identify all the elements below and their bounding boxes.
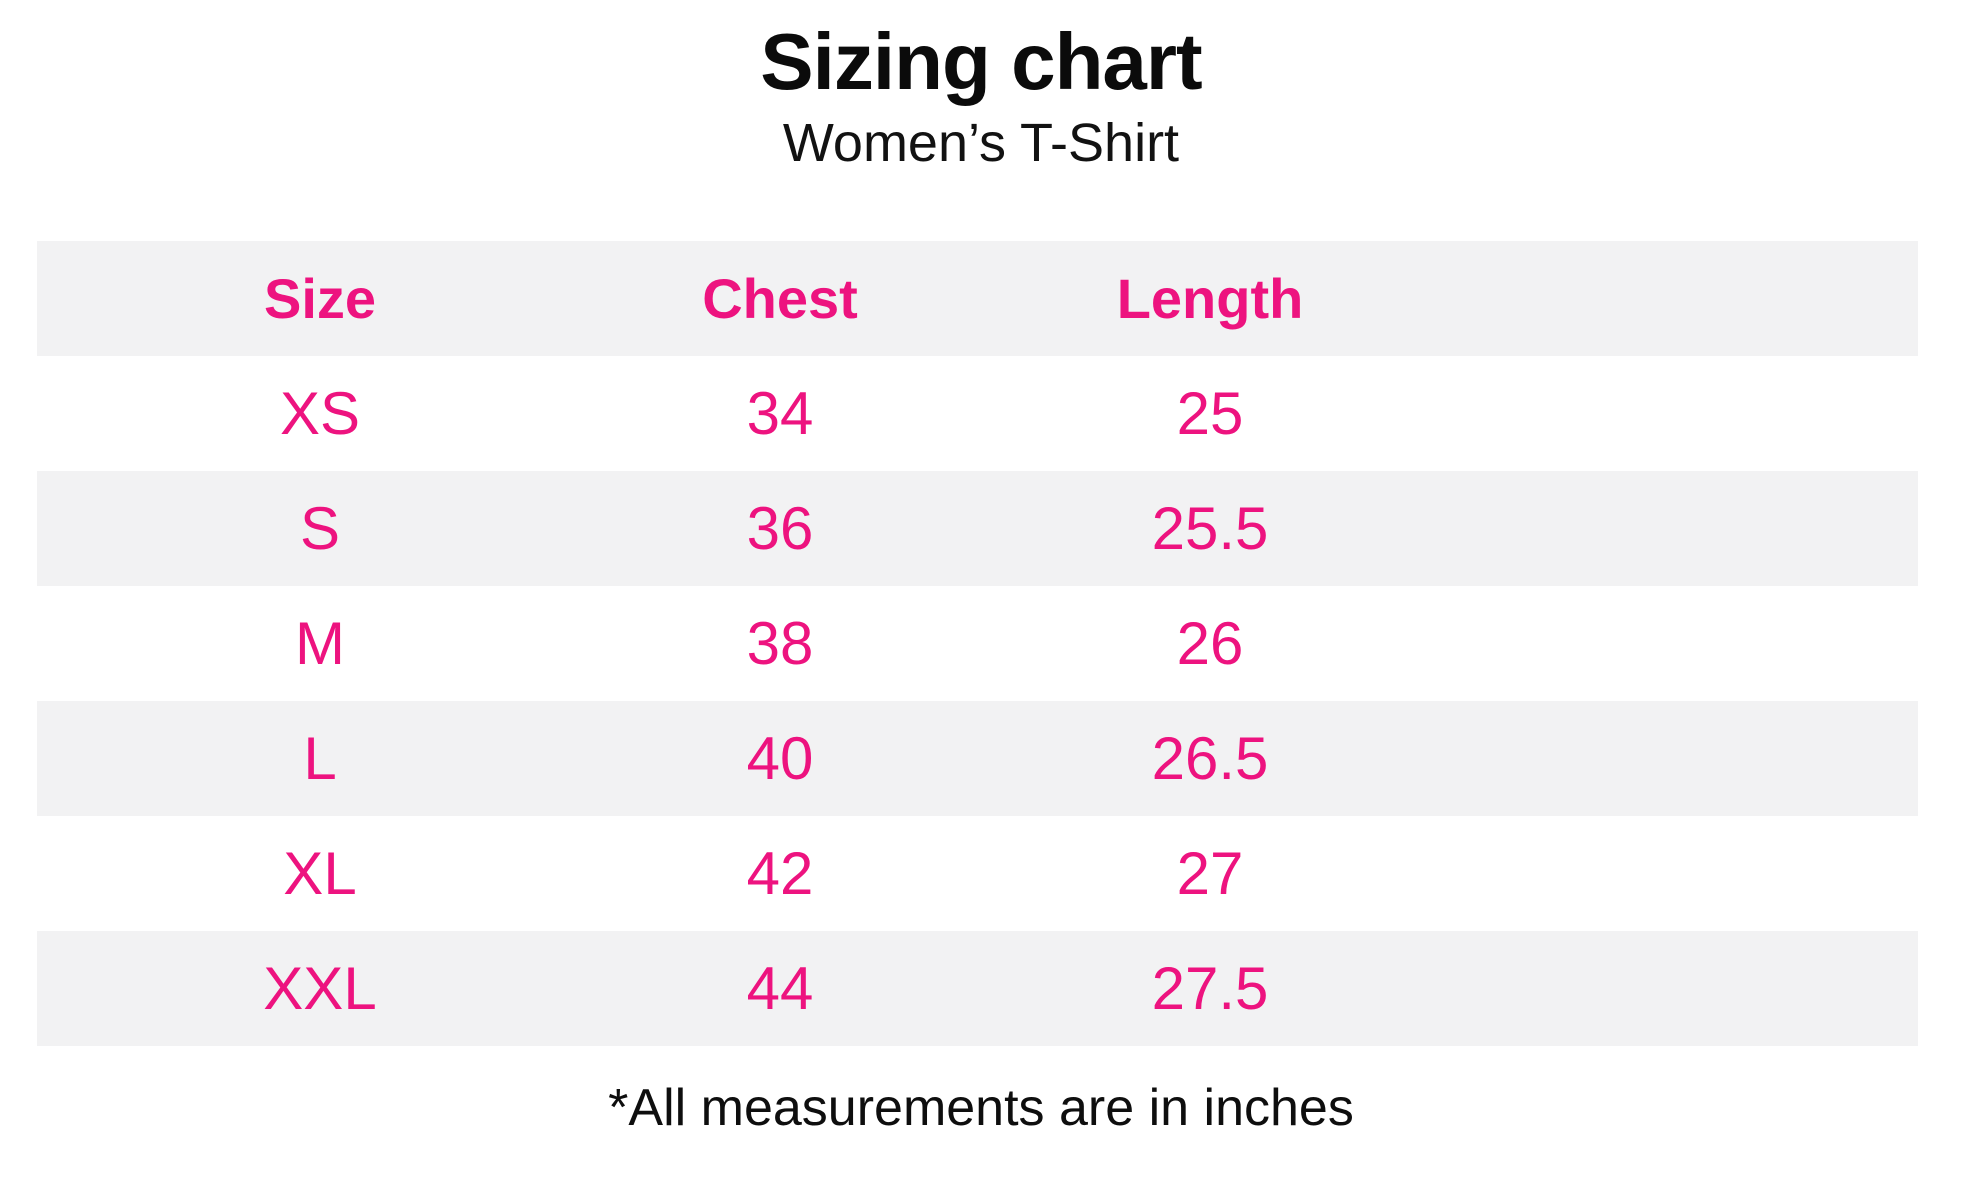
table-header-row: Size Chest Length [37, 241, 1918, 356]
chest-cell: 38 [746, 610, 814, 677]
length-cell: 26.5 [1151, 725, 1269, 792]
length-cell: 25.5 [1151, 495, 1269, 562]
chest-cell: 34 [746, 380, 814, 447]
size-cell: XS [279, 380, 361, 447]
length-cell: 27.5 [1151, 955, 1269, 1022]
page-subtitle: Women’s T-Shirt [782, 113, 1180, 173]
chest-cell: 40 [746, 725, 814, 792]
measurements-footnote: *All measurements are in inches [608, 1079, 1354, 1137]
size-cell: XXL [263, 955, 377, 1022]
table-row-xl: XL 42 27 [37, 816, 1918, 931]
table-row-m: M 38 26 [37, 586, 1918, 701]
length-cell: 27 [1176, 840, 1244, 907]
chest-cell: 44 [746, 955, 814, 1022]
size-cell: XL [283, 840, 357, 907]
header-cell-length: Length [1116, 267, 1304, 330]
header-cell-chest: Chest [702, 267, 858, 330]
length-cell: 25 [1176, 380, 1244, 447]
table-row-s: S 36 25.5 [37, 471, 1918, 586]
table-row-xs: XS 34 25 [37, 356, 1918, 471]
page-title: Sizing chart [760, 17, 1202, 106]
size-cell: S [299, 495, 341, 562]
size-cell: L [303, 725, 337, 792]
length-cell: 26 [1176, 610, 1244, 677]
header-cell-size: Size [263, 267, 377, 330]
table-row-l: L 40 26.5 [37, 701, 1918, 816]
table-row-xxl: XXL 44 27.5 [37, 931, 1918, 1046]
chest-cell: 42 [746, 840, 814, 907]
chest-cell: 36 [746, 495, 814, 562]
sizing-table: Size Chest Length XS 34 25 S 36 25.5 M 3… [37, 241, 1918, 1046]
size-cell: M [295, 610, 345, 677]
